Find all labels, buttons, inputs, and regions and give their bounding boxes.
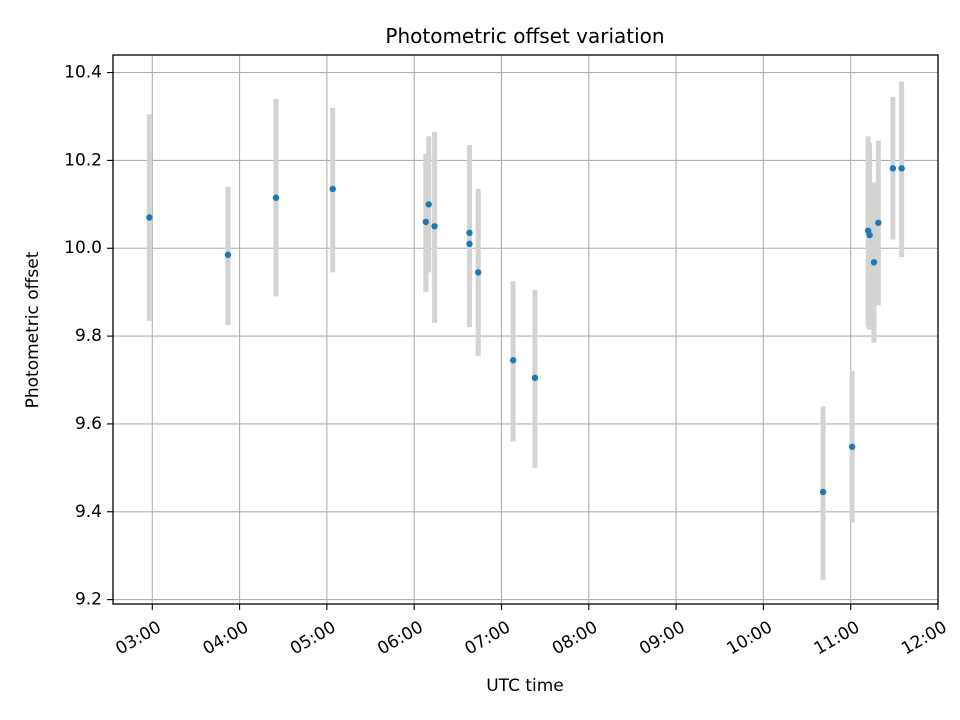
x-tick-label: 07:00 bbox=[462, 617, 514, 659]
data-point bbox=[422, 218, 430, 226]
x-tick-label: 09:00 bbox=[636, 617, 688, 659]
data-point bbox=[848, 443, 856, 450]
y-tick-label: 9.8 bbox=[75, 326, 102, 346]
data-point bbox=[466, 240, 473, 248]
y-tick-label: 9.2 bbox=[75, 590, 102, 610]
y-tick-label: 10.4 bbox=[64, 63, 102, 83]
x-tick-label: 11:00 bbox=[811, 617, 863, 659]
data-point bbox=[329, 185, 336, 193]
data-point bbox=[272, 194, 280, 201]
plot-frame bbox=[112, 54, 939, 605]
grid bbox=[113, 55, 939, 604]
data-point bbox=[870, 259, 878, 266]
data-point bbox=[898, 165, 905, 172]
data-points bbox=[146, 165, 905, 496]
x-tick-label: 12:00 bbox=[898, 617, 950, 659]
y-tick-label: 9.4 bbox=[75, 502, 102, 522]
x-tick-label: 08:00 bbox=[549, 617, 601, 659]
y-axis: 9.2 9.4 9.6 9.8 10.0 10.2 10.4 bbox=[64, 63, 113, 610]
x-tick-label: 06:00 bbox=[374, 617, 426, 659]
y-axis-label: Photometric offset bbox=[23, 251, 43, 408]
x-axis: 03:00 04:00 05:00 06:00 07:00 08:00 09:00 10:00… bbox=[112, 604, 951, 659]
x-tick-label: 10:00 bbox=[723, 617, 775, 659]
chart-title: Photometric offset variation bbox=[385, 24, 664, 48]
x-axis-label: UTC time bbox=[486, 676, 564, 696]
x-tick-label: 04:00 bbox=[200, 617, 252, 659]
y-tick-label: 10.2 bbox=[64, 150, 102, 170]
data-point bbox=[509, 357, 517, 364]
x-tick-label: 05:00 bbox=[287, 617, 339, 659]
data-point bbox=[819, 488, 827, 496]
data-point bbox=[224, 251, 232, 259]
data-point bbox=[531, 374, 539, 382]
data-point bbox=[875, 219, 882, 226]
data-point bbox=[475, 269, 482, 276]
data-point bbox=[866, 231, 873, 239]
errorbars bbox=[146, 81, 905, 580]
y-tick-label: 10.0 bbox=[64, 238, 102, 258]
x-tick-label: 03:00 bbox=[112, 617, 164, 659]
data-point bbox=[466, 229, 473, 237]
data-point bbox=[146, 214, 153, 221]
y-tick-label: 9.6 bbox=[75, 414, 102, 434]
data-point bbox=[889, 165, 897, 172]
data-point bbox=[425, 201, 432, 208]
data-point bbox=[431, 223, 438, 230]
